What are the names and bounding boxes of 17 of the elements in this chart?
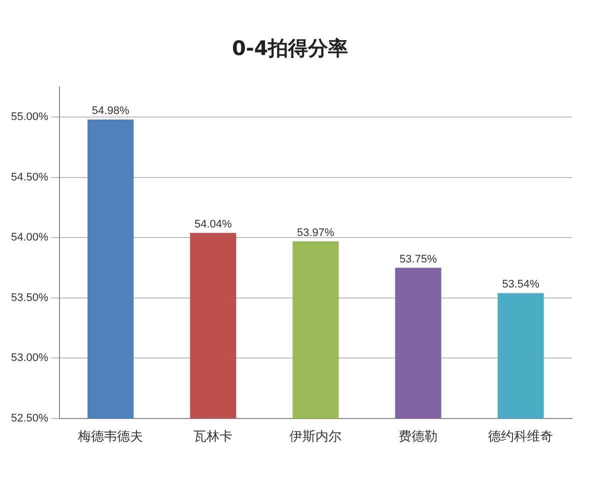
y-tick-label: 55.00% bbox=[10, 111, 49, 124]
x-tick-label: 瓦林卡 bbox=[194, 430, 233, 445]
y-tick-label: 54.50% bbox=[10, 171, 49, 184]
x-tick-label: 伊斯内尔 bbox=[290, 430, 342, 445]
y-tick-label: 53.50% bbox=[10, 292, 49, 304]
chart-title: 0-4拍得分率 bbox=[232, 36, 348, 60]
y-tick-label: 52.50% bbox=[10, 412, 49, 424]
x-tick-label: 费德勒 bbox=[398, 430, 438, 445]
y-tick-label: 54.00% bbox=[10, 232, 49, 244]
data-label: 53.54% bbox=[502, 278, 540, 291]
data-label: 53.97% bbox=[297, 226, 335, 239]
data-label: 54.04% bbox=[194, 218, 232, 230]
y-tick-label: 53.00% bbox=[10, 352, 49, 364]
x-tick-label: 梅德韦德夫 bbox=[77, 430, 144, 445]
x-tick-label: 德约科维奇 bbox=[488, 430, 554, 445]
data-label: 54.98% bbox=[92, 105, 130, 118]
data-label: 53.75% bbox=[400, 253, 438, 266]
